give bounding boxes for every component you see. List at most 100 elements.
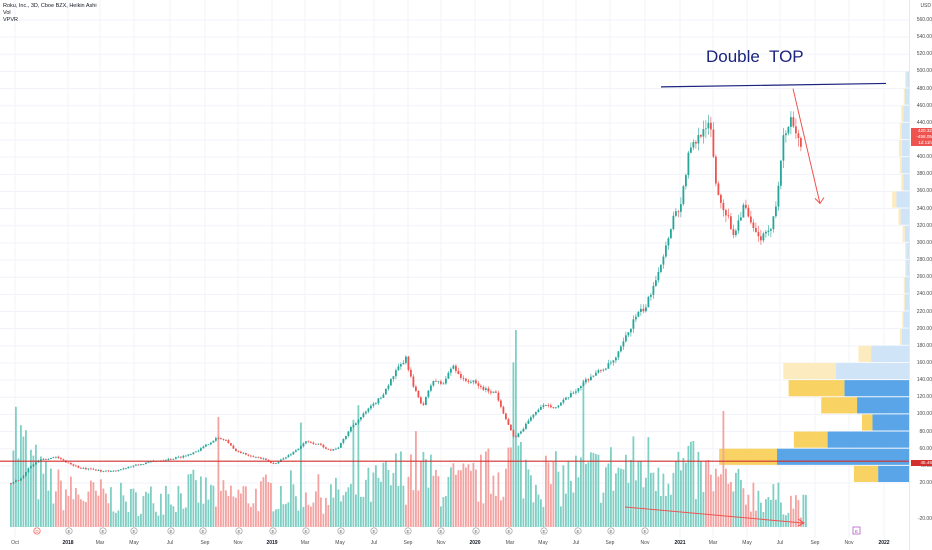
marker-badge bbox=[505, 527, 513, 535]
earnings-marker[interactable]: E bbox=[437, 527, 445, 535]
volume-bar bbox=[145, 491, 147, 527]
marker-badge bbox=[65, 527, 73, 535]
vpvr-indicator-label[interactable]: VPVR bbox=[3, 17, 18, 23]
candle-body bbox=[447, 372, 450, 379]
earnings-marker[interactable]: E bbox=[337, 527, 345, 535]
legend-header: Roku, Inc., 3D, Cboe BZX, Heikin Ashi Vo… bbox=[3, 3, 97, 24]
candle-body bbox=[772, 216, 775, 230]
candle-body bbox=[750, 216, 752, 223]
volume-bar bbox=[147, 493, 150, 527]
earnings-marker[interactable]: E bbox=[235, 527, 243, 535]
volume-bar bbox=[422, 451, 425, 527]
volume-bar bbox=[597, 454, 600, 527]
price-tick-label: 200.00 bbox=[916, 325, 932, 332]
candle-body bbox=[627, 332, 630, 336]
candle-body bbox=[460, 373, 462, 378]
future-earnings-marker[interactable]: E bbox=[852, 526, 861, 535]
volume-bar bbox=[452, 463, 455, 527]
earnings-marker[interactable]: E bbox=[574, 527, 582, 535]
volume-bar bbox=[335, 477, 337, 527]
candle-body bbox=[130, 466, 132, 468]
candle-body bbox=[410, 369, 412, 377]
earnings-marker[interactable]: E bbox=[641, 527, 649, 535]
candle-body bbox=[437, 381, 440, 383]
double-top-annotation[interactable]: Double TOP bbox=[706, 47, 804, 66]
volume-bar bbox=[580, 457, 582, 527]
earnings-marker[interactable]: E bbox=[370, 527, 378, 535]
volume-indicator-label[interactable]: Vol bbox=[3, 10, 11, 16]
vpvr-down-bar bbox=[821, 397, 858, 414]
volume-bar bbox=[655, 490, 657, 527]
volume-bar bbox=[75, 488, 77, 527]
volume-bar bbox=[595, 454, 597, 527]
volume-bar bbox=[377, 477, 380, 527]
candle-body bbox=[122, 468, 125, 470]
earnings-marker[interactable]: E bbox=[404, 527, 412, 535]
earnings-marker[interactable]: E bbox=[472, 527, 480, 535]
candle-body bbox=[82, 468, 85, 469]
earnings-marker[interactable]: E bbox=[130, 527, 138, 535]
earnings-marker[interactable]: E bbox=[65, 527, 73, 535]
candle-body bbox=[470, 381, 472, 383]
vpvr-up-bar bbox=[904, 294, 909, 311]
volume-bar bbox=[705, 460, 707, 527]
volume-bar bbox=[677, 451, 680, 527]
candle-body bbox=[537, 409, 540, 412]
volume-bar bbox=[535, 484, 537, 527]
volume-bar bbox=[797, 500, 800, 527]
earnings-marker[interactable]: E bbox=[99, 527, 107, 535]
volume-bar bbox=[715, 468, 717, 527]
marker-letter: E bbox=[271, 529, 274, 534]
volume-bar bbox=[587, 462, 590, 527]
volume-bar bbox=[707, 460, 710, 527]
volume-bar bbox=[660, 496, 662, 527]
candle-body bbox=[720, 194, 722, 203]
earnings-marker[interactable]: E bbox=[167, 527, 175, 535]
candle-body bbox=[132, 465, 135, 467]
earnings-marker[interactable]: E bbox=[505, 527, 513, 535]
volume-bar bbox=[220, 490, 222, 527]
volume-bar bbox=[545, 455, 547, 527]
volume-bar bbox=[215, 506, 217, 527]
volume-bar bbox=[442, 497, 445, 527]
earnings-marker[interactable]: E bbox=[540, 527, 548, 535]
volume-bar bbox=[510, 447, 512, 527]
volume-bar bbox=[525, 459, 527, 527]
candle-body bbox=[540, 406, 542, 410]
candle-body bbox=[595, 372, 597, 376]
volume-bar bbox=[110, 487, 112, 527]
price-tick-label: 220.00 bbox=[916, 308, 932, 315]
volume-bar bbox=[627, 482, 630, 527]
volume-bar bbox=[317, 474, 320, 527]
vpvr-down-bar bbox=[783, 362, 836, 380]
volume-bar bbox=[117, 510, 120, 527]
volume-bar bbox=[325, 497, 327, 527]
price-axis[interactable]: USD 560.00 540.00 520.00 500.00 480.00 460.00… bbox=[909, 0, 932, 550]
marker-badge bbox=[852, 526, 861, 535]
candle-body bbox=[557, 405, 560, 408]
symbol-title[interactable]: Roku, Inc., 3D, Cboe BZX, Heikin Ashi bbox=[3, 3, 97, 9]
volume-bar bbox=[427, 487, 430, 527]
earnings-marker[interactable]: E bbox=[269, 527, 277, 535]
candle-body bbox=[422, 403, 425, 405]
volume-bar bbox=[225, 490, 227, 527]
plot-area[interactable]: D E E E E E E E E E E E E E E E E E E E Double TOP bbox=[0, 0, 909, 538]
vpvr-down-bar bbox=[892, 191, 897, 208]
candle-body bbox=[620, 346, 622, 352]
volume-bar bbox=[740, 479, 742, 527]
candle-body bbox=[397, 366, 400, 371]
candle-body bbox=[672, 215, 675, 230]
earnings-marker[interactable]: E bbox=[607, 527, 615, 535]
volume-bar bbox=[802, 494, 805, 527]
volume-bar bbox=[435, 469, 437, 527]
earnings-marker[interactable]: E bbox=[302, 527, 310, 535]
candle-body bbox=[510, 424, 512, 431]
volume-bar bbox=[605, 467, 607, 527]
candle-body bbox=[475, 380, 477, 384]
volume-bar bbox=[370, 501, 372, 527]
earnings-marker[interactable]: E bbox=[199, 527, 207, 535]
dividend-marker[interactable]: D bbox=[33, 527, 41, 535]
volume-bar bbox=[722, 411, 725, 527]
